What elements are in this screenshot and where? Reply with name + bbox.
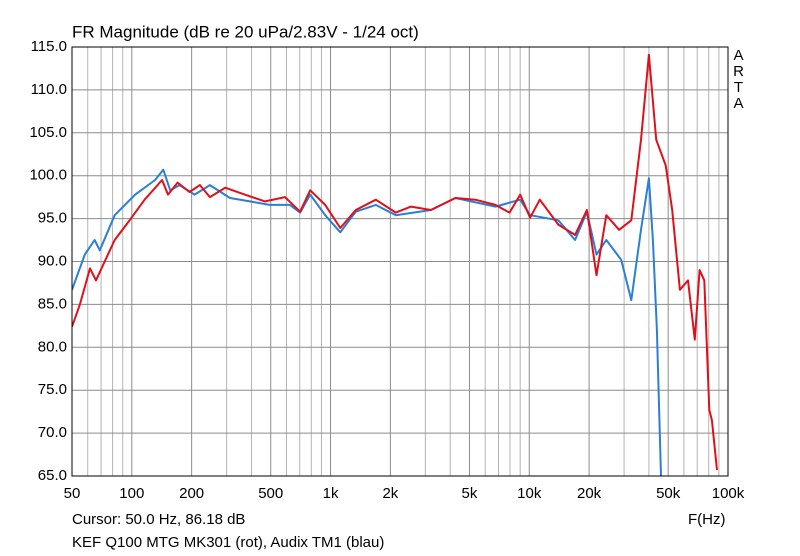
y-tick-label: 80.0	[38, 338, 67, 355]
y-tick-label: 85.0	[38, 295, 67, 312]
x-tick-label: 50	[64, 485, 81, 502]
side-label: ARTA	[733, 47, 744, 112]
x-tick-label: 1k	[323, 485, 339, 502]
series-line	[72, 168, 662, 476]
x-tick-label: 10k	[517, 485, 542, 502]
series-line	[72, 53, 718, 471]
y-tick-label: 90.0	[38, 252, 67, 269]
y-tick-label: 70.0	[38, 424, 67, 441]
x-tick-label: 500	[258, 485, 283, 502]
y-tick-label: 95.0	[38, 210, 67, 227]
y-tick-label: 65.0	[38, 467, 67, 484]
y-tick-label: 115.0	[31, 38, 67, 55]
cursor-readout: Cursor: 50.0 Hz, 86.18 dB	[72, 511, 245, 528]
y-tick-label: 100.0	[29, 167, 67, 184]
x-tick-label: 20k	[577, 485, 602, 502]
x-axis-label: F(Hz)	[688, 511, 726, 528]
x-tick-label: 200	[179, 485, 204, 502]
plot-frame	[71, 46, 729, 477]
x-tick-label: 2k	[382, 485, 398, 502]
x-tick-label: 5k	[462, 485, 478, 502]
x-tick-label: 100k	[712, 485, 745, 502]
chart-title: FR Magnitude (dB re 20 uPa/2.83V - 1/24 …	[72, 22, 419, 41]
x-tick-label: 100	[119, 485, 144, 502]
y-tick-label: 110.0	[31, 81, 67, 98]
y-tick-label: 105.0	[29, 124, 67, 141]
x-tick-label: 50k	[656, 485, 681, 502]
caption: KEF Q100 MTG MK301 (rot), Audix TM1 (bla…	[72, 534, 384, 551]
y-tick-label: 75.0	[38, 381, 67, 398]
